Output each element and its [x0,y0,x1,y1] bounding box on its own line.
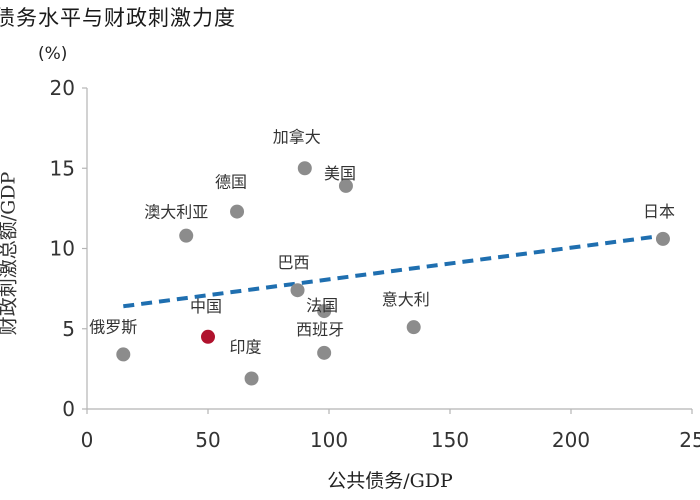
data-point [655,231,670,246]
data-point [244,371,259,386]
data-point [406,320,421,335]
x-tick-label: 100 [310,428,348,452]
chart-title: 债务水平与财政刺激力度 [0,6,236,30]
y-tick-label: 0 [62,397,75,421]
x-axis-label: 公共债务/GDP [327,470,453,492]
trendline-group [123,233,664,309]
points-group [116,161,670,386]
point-label: 西班牙 [296,320,344,339]
point-label: 德国 [215,173,247,192]
y-tick-label: 20 [50,76,75,100]
trendline [123,233,664,309]
data-point [201,329,215,344]
data-point [297,161,312,176]
data-point [338,178,353,193]
data-point [116,347,131,362]
data-point [317,345,332,360]
point-label: 加拿大 [273,127,321,146]
x-tick-label: 50 [195,428,220,452]
point-label: 澳大利亚 [144,203,208,222]
data-point [230,204,245,219]
y-axis-unit: (%) [38,44,68,64]
point-label: 俄罗斯 [89,317,137,336]
x-tick-label: 150 [431,428,469,452]
x-tick-label: 200 [552,428,590,452]
data-point [290,283,305,298]
point-label: 日本 [643,202,675,221]
data-point [317,304,332,319]
point-label: 美国 [324,164,356,183]
y-tick-label: 5 [62,317,75,341]
data-point [179,228,194,243]
y-tick-label: 10 [50,237,75,261]
point-label: 中国 [190,297,222,316]
y-tick-label: 15 [50,156,75,180]
x-tick-label: 25 [679,428,700,452]
point-label: 巴西 [278,253,310,272]
point-label: 法国 [306,296,338,315]
x-tick-label: 0 [81,428,94,452]
point-label: 印度 [230,338,262,357]
point-label: 意大利 [382,290,430,309]
